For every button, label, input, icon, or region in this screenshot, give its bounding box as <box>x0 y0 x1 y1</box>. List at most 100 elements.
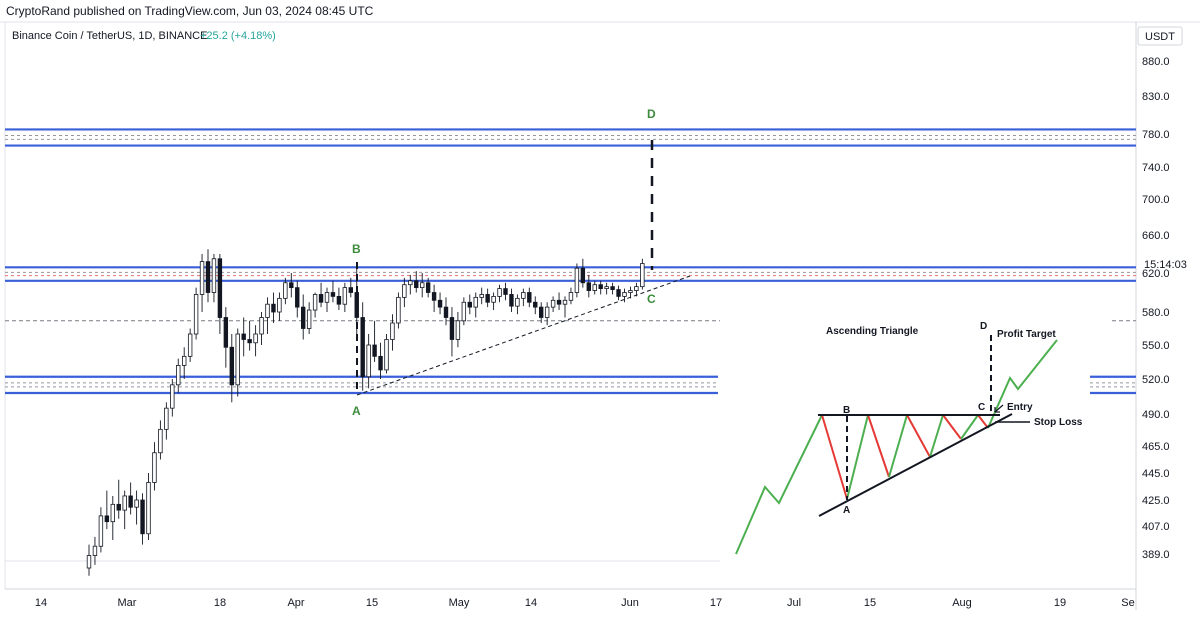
candle <box>449 307 455 357</box>
candle <box>640 258 645 290</box>
price-label: 660.0 <box>1142 230 1170 242</box>
ascending-trendline[interactable] <box>356 275 691 396</box>
time-label: Se <box>1121 597 1134 609</box>
candle <box>283 277 288 305</box>
candle <box>562 296 568 318</box>
candle <box>544 302 550 326</box>
candle <box>289 273 294 298</box>
candlestick-series <box>86 249 645 576</box>
candle <box>360 302 365 391</box>
price-label: 465.0 <box>1142 441 1170 453</box>
candle <box>485 288 490 308</box>
time-label: Apr <box>287 597 304 609</box>
price-label: 780.0 <box>1142 129 1170 141</box>
candle <box>521 288 526 307</box>
stop-loss-label: Stop Loss <box>1034 417 1083 428</box>
time-label: 15 <box>366 597 378 609</box>
price-axis-labels: 880.0 830.0 780.0 740.0 700.0 660.0 620.0 580.0… <box>1142 56 1170 561</box>
candle <box>366 334 371 389</box>
candle <box>515 294 520 315</box>
candle <box>610 282 615 295</box>
price-label: 620.0 <box>1142 268 1170 280</box>
candle <box>384 334 389 374</box>
price-label: 580.0 <box>1142 307 1170 319</box>
ascending-triangle-diagram: Ascending Triangle B A C D Profit Target… <box>735 321 1083 555</box>
candle <box>378 342 383 379</box>
candle <box>598 280 603 295</box>
candle <box>98 507 104 553</box>
price-label: 445.0 <box>1142 468 1170 480</box>
currency-badge[interactable] <box>1137 26 1183 46</box>
candle <box>336 287 342 311</box>
entry-label: Entry <box>1007 402 1033 413</box>
diagram-support <box>818 413 1013 517</box>
candle <box>408 274 413 295</box>
candle <box>306 302 312 334</box>
candle <box>146 473 151 540</box>
candle <box>110 495 115 540</box>
profit-target-label: Profit Target <box>997 329 1056 340</box>
candle <box>467 294 472 315</box>
price-label: 520.0 <box>1142 374 1170 386</box>
point-d-label: D <box>647 107 656 121</box>
candle <box>550 296 556 312</box>
candle <box>170 379 175 417</box>
candle <box>187 328 193 362</box>
candle <box>568 287 574 305</box>
candle <box>324 287 330 312</box>
candle <box>128 482 133 515</box>
candle <box>539 302 544 323</box>
candle <box>211 254 217 303</box>
candle <box>158 420 163 460</box>
candle <box>259 312 264 345</box>
candle <box>92 536 98 565</box>
candle <box>140 493 145 545</box>
candle <box>265 297 270 334</box>
time-label: Jun <box>621 597 639 609</box>
price-label: 407.0 <box>1142 521 1170 533</box>
candle <box>122 490 127 530</box>
time-label: Aug <box>952 597 972 609</box>
candle <box>348 277 353 298</box>
candle <box>437 292 443 315</box>
candle <box>318 282 324 308</box>
candle <box>390 314 395 351</box>
candle <box>461 297 467 326</box>
price-label: 830.0 <box>1142 91 1170 103</box>
candle <box>217 254 223 334</box>
candle <box>253 325 258 357</box>
candle <box>330 280 336 303</box>
candle <box>199 254 205 312</box>
countdown-label: 15:14:03 <box>1144 259 1187 271</box>
candle <box>176 358 181 393</box>
candle <box>425 277 431 298</box>
candle <box>164 402 169 440</box>
price-label: 490.0 <box>1142 409 1170 421</box>
point-a-label: A <box>352 404 361 418</box>
price-label: 700.0 <box>1142 194 1170 206</box>
point-c-label: C <box>647 292 656 306</box>
candle <box>473 292 478 318</box>
time-label: 18 <box>214 597 226 609</box>
time-axis-labels: 14 Mar 18 Apr 15 May 14 Jun 17 Jul 15 Aug 19 Se <box>35 597 1135 609</box>
price-label: 880.0 <box>1142 56 1170 68</box>
candle <box>372 320 377 362</box>
time-label: 14 <box>525 597 537 609</box>
candle <box>503 282 508 301</box>
change-legend: +25.2 (+4.18%) <box>200 30 276 42</box>
candle <box>592 280 597 295</box>
time-label: 17 <box>710 597 722 609</box>
candle <box>116 479 121 519</box>
candle <box>586 274 591 298</box>
publisher-header: CryptoRand published on TradingView.com,… <box>6 4 374 18</box>
candle <box>295 280 300 318</box>
candle <box>419 273 425 298</box>
candle <box>205 249 211 303</box>
candle <box>455 312 461 348</box>
candle <box>431 284 437 312</box>
symbol-legend[interactable]: Binance Coin / TetherUS, 1D, BINANCE <box>12 30 207 42</box>
candle <box>229 334 234 403</box>
horizontal-zones <box>5 128 1136 395</box>
candle <box>152 442 157 491</box>
